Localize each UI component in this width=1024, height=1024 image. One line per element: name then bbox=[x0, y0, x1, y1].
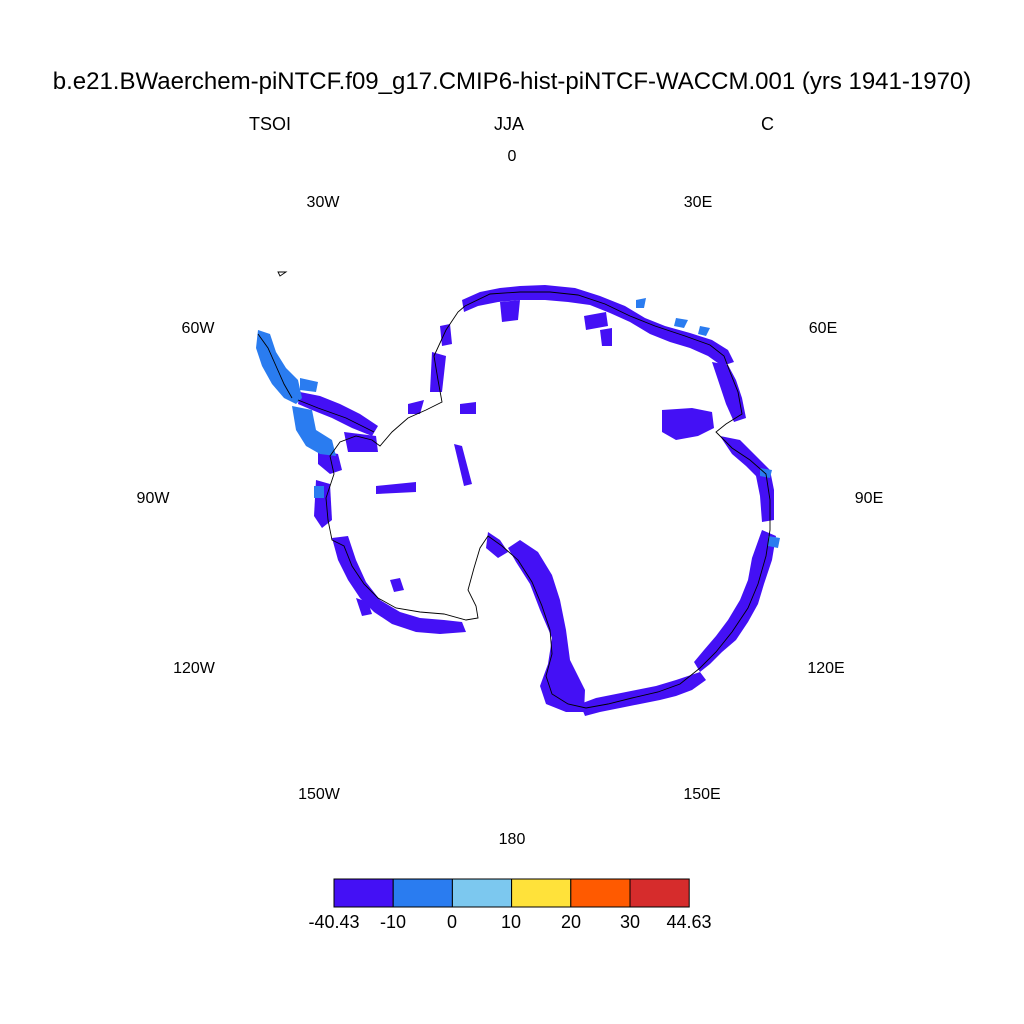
coastline bbox=[257, 271, 771, 709]
colorbar-label: 20 bbox=[560, 912, 582, 932]
lon-label-90e: 90E bbox=[854, 490, 884, 507]
units-label: C bbox=[761, 114, 774, 134]
colorbar-box bbox=[570, 878, 631, 908]
colorbar-label: -10 bbox=[379, 912, 407, 932]
colorbar-box bbox=[392, 878, 453, 908]
colorbar-label: -40.43 bbox=[308, 912, 360, 932]
variable-label: TSOI bbox=[249, 114, 292, 134]
lon-label-60w: 60W bbox=[181, 320, 215, 337]
lon-label-0: 0 bbox=[507, 148, 517, 165]
colorbar-box bbox=[511, 878, 572, 908]
lon-label-180: 180 bbox=[498, 831, 526, 848]
lon-label-60e: 60E bbox=[808, 320, 838, 337]
colorbar-label: 10 bbox=[500, 912, 522, 932]
coastal-cells-bin2 bbox=[256, 298, 780, 548]
lon-label-150e: 150E bbox=[683, 786, 721, 803]
lon-label-30e: 30E bbox=[683, 194, 713, 211]
colorbar-label: 44.63 bbox=[666, 912, 712, 932]
colorbar-box bbox=[629, 878, 690, 908]
lon-label-120w: 120W bbox=[173, 660, 215, 677]
colorbar-label: 30 bbox=[619, 912, 641, 932]
plot-title: b.e21.BWaerchem-piNTCF.f09_g17.CMIP6-his… bbox=[52, 68, 972, 95]
lon-label-90w: 90W bbox=[136, 490, 170, 507]
season-label: JJA bbox=[494, 114, 525, 134]
colorbar-box bbox=[451, 878, 513, 908]
colorbar-box bbox=[333, 878, 394, 908]
lon-label-120e: 120E bbox=[807, 660, 845, 677]
lon-label-150w: 150W bbox=[298, 786, 340, 803]
colorbar-label: 0 bbox=[446, 912, 458, 932]
lon-label-30w: 30W bbox=[306, 194, 340, 211]
